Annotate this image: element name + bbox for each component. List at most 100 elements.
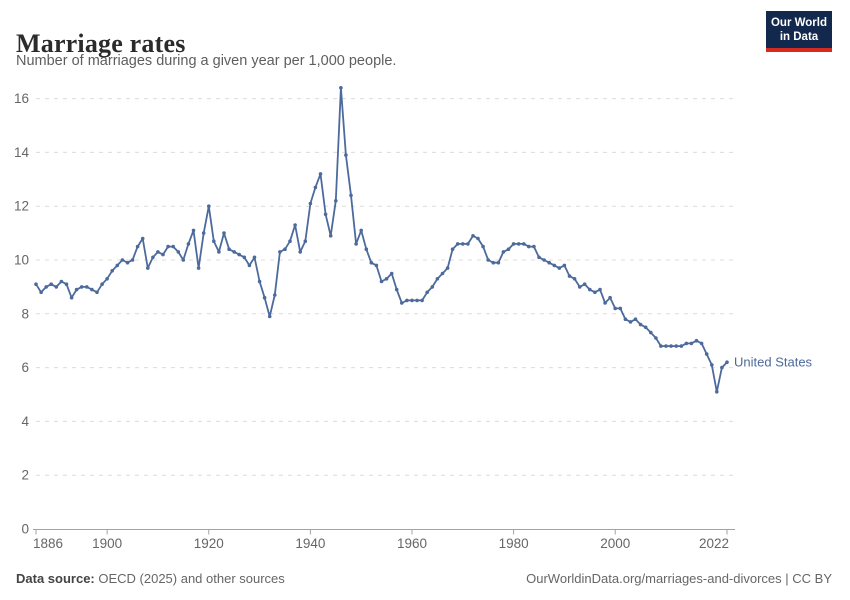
data-point[interactable] — [537, 255, 541, 260]
data-point[interactable] — [450, 247, 455, 251]
data-point[interactable] — [49, 282, 53, 287]
data-point[interactable] — [369, 260, 374, 265]
data-point[interactable] — [222, 231, 226, 235]
data-point[interactable] — [623, 317, 628, 322]
data-point[interactable] — [633, 317, 638, 322]
data-point[interactable] — [247, 263, 252, 268]
data-point[interactable] — [704, 352, 709, 356]
data-point[interactable] — [405, 298, 409, 303]
data-point[interactable] — [659, 344, 663, 348]
data-point[interactable] — [257, 279, 262, 284]
owid-logo[interactable]: Our World in Data — [766, 11, 832, 52]
data-point[interactable] — [715, 390, 719, 394]
data-point[interactable] — [689, 341, 694, 346]
data-point[interactable] — [313, 185, 318, 190]
data-point[interactable] — [90, 287, 94, 292]
data-point[interactable] — [491, 260, 496, 265]
data-point[interactable] — [207, 204, 211, 208]
data-point[interactable] — [598, 287, 602, 292]
data-point[interactable] — [156, 250, 160, 254]
data-point[interactable] — [466, 242, 470, 246]
data-point[interactable] — [684, 341, 689, 346]
data-point[interactable] — [242, 255, 247, 260]
data-point[interactable] — [430, 285, 435, 289]
data-point[interactable] — [674, 344, 678, 348]
data-point[interactable] — [298, 250, 303, 254]
data-point[interactable] — [664, 344, 668, 348]
data-point[interactable] — [196, 266, 201, 270]
data-point[interactable] — [501, 250, 506, 254]
data-point[interactable] — [379, 279, 384, 284]
series-label-united-states[interactable]: United States — [734, 354, 813, 370]
data-point[interactable] — [64, 282, 69, 287]
data-point[interactable] — [628, 320, 633, 324]
data-point[interactable] — [69, 295, 74, 300]
data-point[interactable] — [384, 277, 389, 281]
data-point[interactable] — [201, 231, 206, 235]
data-point[interactable] — [349, 193, 353, 198]
data-point[interactable] — [354, 242, 358, 246]
data-point[interactable] — [471, 234, 475, 238]
data-point[interactable] — [394, 287, 399, 292]
data-point[interactable] — [643, 325, 648, 330]
data-point[interactable] — [461, 242, 465, 246]
data-point[interactable] — [227, 247, 231, 251]
data-point[interactable] — [79, 285, 84, 289]
data-point[interactable] — [252, 255, 257, 260]
data-point[interactable] — [593, 290, 597, 295]
data-point[interactable] — [476, 236, 480, 241]
data-point[interactable] — [374, 263, 379, 268]
data-point[interactable] — [186, 242, 191, 246]
data-point[interactable] — [420, 298, 424, 303]
data-point[interactable] — [308, 201, 313, 206]
data-point[interactable] — [562, 263, 567, 268]
data-point[interactable] — [237, 252, 241, 257]
data-point[interactable] — [511, 242, 516, 246]
data-point[interactable] — [151, 255, 155, 260]
data-point[interactable] — [669, 344, 673, 348]
data-point[interactable] — [293, 223, 297, 227]
data-point[interactable] — [588, 287, 592, 292]
data-point[interactable] — [176, 250, 181, 254]
data-point[interactable] — [415, 298, 419, 303]
data-point[interactable] — [34, 282, 38, 287]
data-point[interactable] — [334, 199, 338, 203]
data-point[interactable] — [440, 271, 445, 276]
data-point[interactable] — [725, 360, 729, 365]
data-point[interactable] — [710, 363, 714, 367]
data-point[interactable] — [557, 266, 562, 270]
data-point[interactable] — [273, 293, 277, 297]
data-point[interactable] — [567, 274, 572, 278]
data-point[interactable] — [232, 250, 236, 254]
data-point[interactable] — [288, 239, 292, 243]
data-point[interactable] — [125, 260, 130, 265]
data-point[interactable] — [608, 295, 612, 300]
data-point[interactable] — [435, 277, 440, 281]
data-point[interactable] — [283, 247, 287, 251]
data-point[interactable] — [95, 290, 99, 295]
data-point[interactable] — [212, 239, 216, 243]
data-point[interactable] — [278, 250, 282, 254]
data-point[interactable] — [267, 314, 272, 319]
data-point[interactable] — [506, 247, 511, 251]
data-point[interactable] — [679, 344, 684, 348]
data-point[interactable] — [486, 258, 491, 262]
data-point[interactable] — [455, 242, 460, 246]
data-point[interactable] — [720, 365, 724, 370]
data-point[interactable] — [135, 244, 140, 249]
data-point[interactable] — [400, 301, 404, 305]
data-point[interactable] — [44, 285, 48, 289]
data-point[interactable] — [74, 287, 79, 292]
data-point[interactable] — [527, 244, 531, 249]
data-point[interactable] — [105, 277, 109, 281]
data-point[interactable] — [496, 260, 501, 265]
data-point[interactable] — [445, 266, 450, 270]
data-point[interactable] — [547, 260, 551, 265]
data-point[interactable] — [481, 244, 485, 249]
data-point[interactable] — [618, 306, 623, 311]
data-point[interactable] — [303, 239, 308, 243]
data-point[interactable] — [130, 258, 135, 262]
data-point[interactable] — [344, 153, 348, 157]
data-point[interactable] — [425, 290, 430, 295]
